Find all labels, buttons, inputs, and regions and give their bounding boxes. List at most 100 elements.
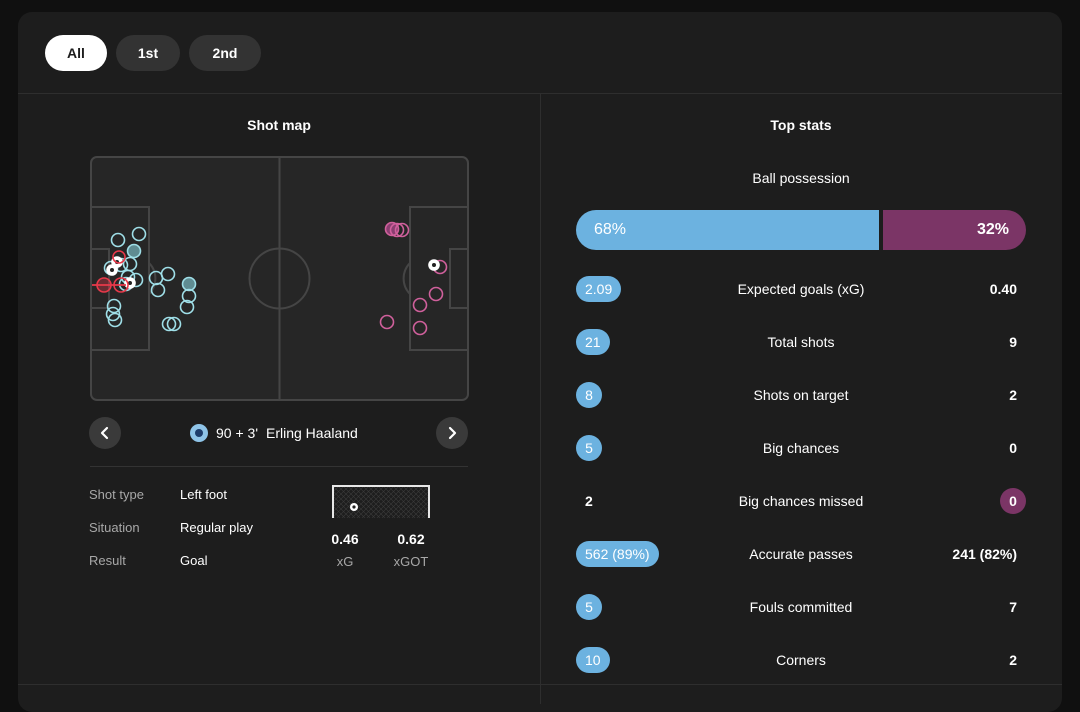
stat-home-text: 8 — [576, 382, 602, 408]
stat-home-value: 5 — [576, 594, 602, 620]
stat-row: 8 Shots on target 2 — [576, 382, 1026, 408]
stat-label: Big chances — [762, 440, 840, 456]
stat-away-text: 0.40 — [989, 281, 1017, 297]
home-shot-marker[interactable] — [126, 243, 142, 259]
possession-bar: 68% 32% — [576, 210, 1026, 250]
possession-home: 68% — [576, 210, 879, 250]
home-shot-marker[interactable] — [107, 312, 123, 328]
home-shot-marker[interactable] — [105, 306, 121, 322]
goal-frame-icon — [332, 485, 430, 518]
stat-home-value: 2.09 — [576, 276, 622, 302]
result-label: Result — [89, 553, 126, 568]
home-shot-marker[interactable] — [131, 226, 147, 242]
stat-away-text: 7 — [1009, 599, 1017, 615]
xgot-label: xGOT — [393, 554, 429, 569]
away-shot-marker[interactable] — [379, 314, 395, 330]
stat-away-value: 2 — [1009, 647, 1026, 673]
selected-shot-marker[interactable] — [113, 277, 129, 293]
stat-away-text: 241 (82%) — [952, 546, 1017, 562]
shot-type-value: Left foot — [180, 487, 227, 502]
shot-minute: 90 + 3' — [216, 425, 258, 441]
stat-away-value: 2 — [1009, 382, 1026, 408]
stat-home-text: 562 (89%) — [576, 541, 659, 567]
stat-away-value: 0.40 — [990, 276, 1026, 302]
stat-away-text: 2 — [1009, 387, 1017, 403]
manchester-city-badge-icon — [190, 424, 208, 442]
home-shot-marker[interactable] — [112, 250, 126, 264]
stat-label: Total shots — [767, 334, 835, 350]
stat-away-text: 9 — [1009, 334, 1017, 350]
home-shot-marker[interactable] — [181, 288, 197, 304]
goal-shot-icon-center — [110, 268, 114, 272]
situation-label: Situation — [89, 520, 140, 535]
home-shot-marker[interactable] — [148, 270, 164, 286]
stat-home-text: 5 — [576, 594, 602, 620]
stat-away-value: 0 — [1009, 435, 1026, 461]
home-shot-marker[interactable] — [150, 282, 166, 298]
away-shot-marker[interactable] — [412, 320, 428, 336]
xg-label: xG — [336, 554, 354, 569]
stat-home-value: 5 — [576, 435, 602, 461]
stat-label: Shots on target — [753, 387, 849, 403]
away-shot-marker[interactable] — [389, 222, 405, 238]
xgot-value: 0.62 — [397, 531, 425, 547]
possession-away: 32% — [883, 210, 1026, 250]
stat-home-value: 562 (89%) — [576, 541, 659, 567]
stat-label: Corners — [776, 652, 826, 668]
goal-shot-icon-center — [128, 281, 132, 285]
possession-label: Ball possession — [752, 170, 850, 186]
stat-home-text: 2 — [585, 493, 593, 509]
stat-row: 2.09 Expected goals (xG) 0.40 — [576, 276, 1026, 302]
shot-map-pitch — [90, 156, 469, 401]
xg-value: 0.46 — [331, 531, 359, 547]
stat-away-value: 241 (82%) — [952, 541, 1026, 567]
stat-row: 5 Big chances 0 — [576, 435, 1026, 461]
tab-1st[interactable]: 1st — [116, 35, 180, 71]
stat-label: Big chances missed — [738, 493, 864, 509]
tab-all[interactable]: All — [45, 35, 107, 71]
shot-type-label: Shot type — [89, 487, 144, 502]
tab-2nd[interactable]: 2nd — [189, 35, 261, 71]
home-shot-marker[interactable] — [110, 232, 126, 248]
stat-away-text: 0 — [1009, 440, 1017, 456]
divider — [18, 93, 1062, 94]
stat-row: 5 Fouls committed 7 — [576, 594, 1026, 620]
period-tabs: All 1st 2nd — [45, 35, 261, 71]
home-shot-marker[interactable] — [166, 316, 182, 332]
home-shot-marker[interactable] — [161, 316, 177, 332]
stat-home-value: 10 — [576, 647, 610, 673]
shot-markers — [92, 221, 448, 336]
top-stats-title: Top stats — [770, 117, 832, 133]
prev-shot-button[interactable] — [89, 417, 121, 449]
stat-label: Expected goals (xG) — [737, 281, 865, 297]
divider — [18, 684, 1062, 685]
stat-home-value: 21 — [576, 329, 610, 355]
stat-away-value: 7 — [1009, 594, 1026, 620]
stat-home-value: 2 — [576, 488, 593, 514]
selected-shot-header: 90 + 3' Erling Haaland — [190, 424, 358, 442]
stat-label: Accurate passes — [749, 546, 853, 562]
chevron-right-icon — [448, 426, 457, 440]
stat-row: 21 Total shots 9 — [576, 329, 1026, 355]
shot-map-title: Shot map — [247, 117, 311, 133]
home-shot-marker[interactable] — [179, 299, 195, 315]
stat-away-value: 0 — [1000, 488, 1026, 514]
home-shot-marker[interactable] — [106, 298, 122, 314]
home-shot-marker[interactable] — [181, 276, 197, 292]
away-shot-marker[interactable] — [394, 222, 410, 238]
situation-value: Regular play — [180, 520, 253, 535]
next-shot-button[interactable] — [436, 417, 468, 449]
match-stats-card: All 1st 2nd Shot map 90 + 3' Erling Haal… — [18, 12, 1062, 712]
stat-row: 562 (89%) Accurate passes 241 (82%) — [576, 541, 1026, 567]
stat-row: 10 Corners 2 — [576, 647, 1026, 673]
goal-shot-icon-center — [432, 263, 436, 267]
divider — [540, 94, 541, 704]
stat-home-value: 8 — [576, 382, 602, 408]
stat-label: Fouls committed — [749, 599, 853, 615]
stat-away-value: 9 — [1009, 329, 1026, 355]
stat-away-text: 0 — [1000, 488, 1026, 514]
away-shot-marker[interactable] — [428, 286, 444, 302]
home-shot-marker[interactable] — [160, 266, 176, 282]
stat-away-text: 2 — [1009, 652, 1017, 668]
away-shot-marker[interactable] — [412, 297, 428, 313]
